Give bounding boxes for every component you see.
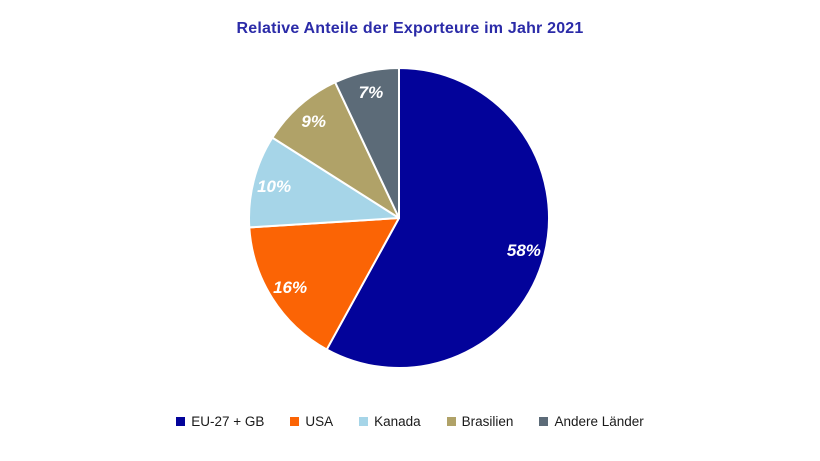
- legend-marker: [290, 417, 300, 426]
- pie-slice-eu-27-gb: [325, 67, 550, 369]
- legend-label: Andere Länder: [554, 414, 644, 429]
- pie-slice-brasilien: [271, 81, 400, 219]
- legend-marker: [359, 417, 369, 426]
- chart-title: Relative Anteile der Exporteure im Jahr …: [236, 20, 584, 37]
- legend-marker: [446, 417, 456, 426]
- legend-marker: [539, 417, 549, 426]
- pie-slice-label: 16%: [273, 278, 307, 297]
- pie-slice-andere-l-nder: [334, 67, 400, 219]
- legend-item-kanada: Kanada: [359, 414, 421, 429]
- legend-item-andere-laender: Andere Länder: [539, 414, 644, 429]
- legend-label: Kanada: [374, 414, 421, 429]
- pie-slice-label: 58%: [507, 241, 541, 260]
- chart-legend: EU-27 + GB USA Kanada Brasilien Andere L…: [0, 414, 820, 429]
- legend-label: EU-27 + GB: [191, 414, 265, 429]
- pie-slice-kanada: [248, 136, 400, 229]
- pie-slice-label: 9%: [301, 112, 326, 131]
- legend-item-brasilien: Brasilien: [446, 414, 514, 429]
- legend-label: USA: [305, 414, 334, 429]
- pie-slice-label: 10%: [257, 177, 291, 196]
- pie-slice-usa: [248, 217, 400, 351]
- legend-item-usa: USA: [290, 414, 333, 429]
- legend-marker: [176, 417, 186, 426]
- legend-item-eu27-gb: EU-27 + GB: [176, 414, 264, 429]
- legend-label: Brasilien: [461, 414, 514, 429]
- pie-slice-label: 7%: [359, 83, 384, 102]
